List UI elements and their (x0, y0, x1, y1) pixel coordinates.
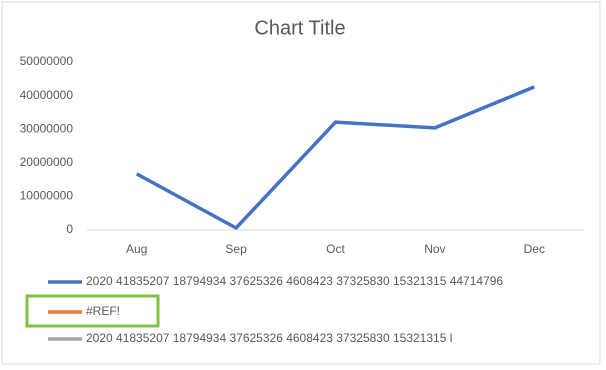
x-tick-label: Oct (326, 242, 345, 256)
y-tick-label: 30000000 (20, 121, 74, 135)
legend-label: #REF! (86, 304, 120, 318)
series-line (135, 85, 535, 230)
chart-area (1, 1, 601, 365)
x-tick-label: Sep (225, 242, 247, 256)
x-tick-label: Nov (424, 242, 445, 256)
y-tick-label: 0 (66, 222, 73, 236)
highlight-box (25, 294, 160, 328)
y-tick-label: 50000000 (20, 54, 74, 68)
y-tick-label: 20000000 (20, 155, 74, 169)
legend-label: 2020 41835207 18794934 37625326 4608423 … (86, 274, 503, 288)
legend-label: 2020 41835207 18794934 37625326 4608423 … (86, 331, 452, 345)
chart-title: Chart Title (254, 17, 345, 39)
y-tick-label: 40000000 (20, 88, 74, 102)
x-tick-label: Aug (126, 242, 147, 256)
y-tick-label: 10000000 (20, 189, 74, 203)
x-tick-label: Dec (524, 242, 545, 256)
